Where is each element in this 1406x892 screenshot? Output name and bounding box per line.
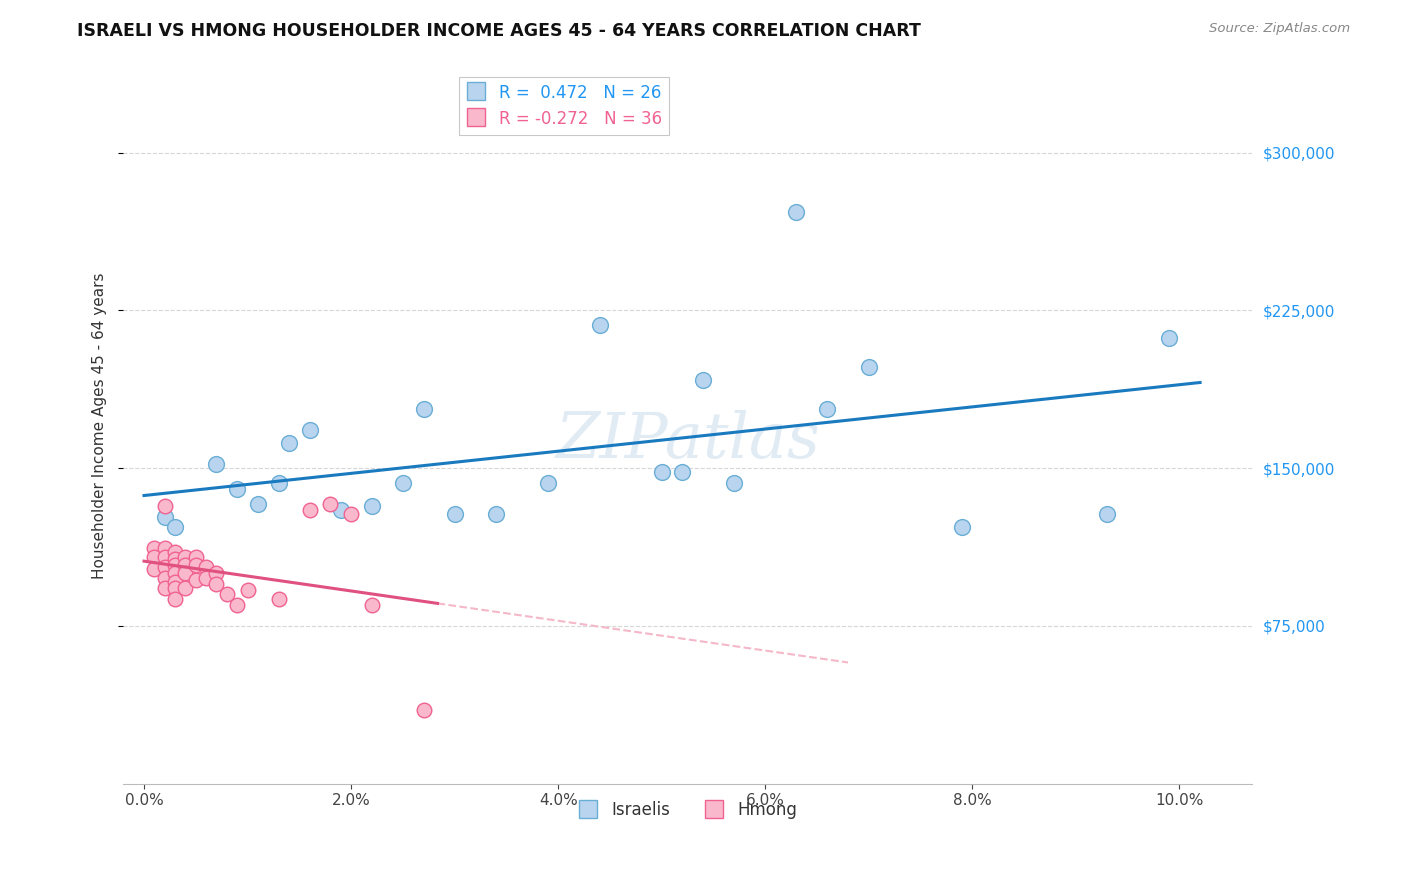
Point xyxy=(205,577,228,591)
Point xyxy=(1095,508,1118,522)
Point xyxy=(205,457,228,471)
Legend: Israelis, Hmong: Israelis, Hmong xyxy=(571,794,804,825)
Point xyxy=(165,520,187,534)
Point xyxy=(950,520,973,534)
Point xyxy=(226,482,249,496)
Point xyxy=(165,591,187,606)
Point xyxy=(723,475,745,490)
Point xyxy=(174,558,197,572)
Point xyxy=(226,598,249,612)
Point xyxy=(412,703,434,717)
Point xyxy=(165,574,187,589)
Point xyxy=(278,436,301,450)
Point xyxy=(785,204,807,219)
Point xyxy=(174,549,197,564)
Point xyxy=(195,571,218,585)
Text: ISRAELI VS HMONG HOUSEHOLDER INCOME AGES 45 - 64 YEARS CORRELATION CHART: ISRAELI VS HMONG HOUSEHOLDER INCOME AGES… xyxy=(77,22,921,40)
Point xyxy=(184,549,207,564)
Point xyxy=(588,318,610,333)
Point xyxy=(671,466,693,480)
Point xyxy=(815,402,838,417)
Point xyxy=(153,499,176,513)
Point xyxy=(165,551,187,566)
Point xyxy=(165,581,187,595)
Point xyxy=(165,558,187,572)
Point xyxy=(153,560,176,574)
Point xyxy=(360,598,382,612)
Text: Source: ZipAtlas.com: Source: ZipAtlas.com xyxy=(1209,22,1350,36)
Point xyxy=(143,562,166,576)
Point xyxy=(692,373,714,387)
Point xyxy=(165,545,187,559)
Point xyxy=(184,558,207,572)
Point xyxy=(153,581,176,595)
Point xyxy=(1157,331,1180,345)
Point xyxy=(195,560,218,574)
Point xyxy=(858,360,880,375)
Point xyxy=(236,583,259,598)
Point xyxy=(246,497,269,511)
Point xyxy=(340,508,363,522)
Point xyxy=(174,566,197,581)
Point xyxy=(165,566,187,581)
Point xyxy=(267,591,290,606)
Text: ZIPatlas: ZIPatlas xyxy=(555,409,820,471)
Point xyxy=(205,566,228,581)
Point xyxy=(153,541,176,556)
Point xyxy=(319,497,342,511)
Point xyxy=(392,475,415,490)
Point xyxy=(184,573,207,587)
Point xyxy=(143,549,166,564)
Point xyxy=(329,503,352,517)
Point xyxy=(360,499,382,513)
Point xyxy=(651,466,673,480)
Point xyxy=(174,581,197,595)
Point xyxy=(153,509,176,524)
Y-axis label: Householder Income Ages 45 - 64 years: Householder Income Ages 45 - 64 years xyxy=(93,273,107,580)
Point xyxy=(412,402,434,417)
Point xyxy=(153,571,176,585)
Point xyxy=(267,475,290,490)
Point xyxy=(298,423,321,437)
Point xyxy=(537,475,560,490)
Point xyxy=(153,549,176,564)
Point xyxy=(143,541,166,556)
Point xyxy=(215,587,238,601)
Point xyxy=(485,508,508,522)
Point xyxy=(298,503,321,517)
Point xyxy=(443,508,465,522)
